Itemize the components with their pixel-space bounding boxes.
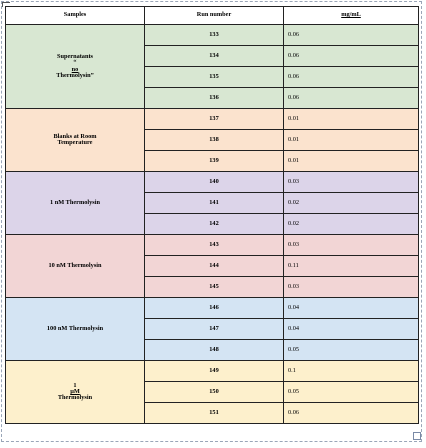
- selection-frame[interactable]: [1, 1, 422, 442]
- sample-label: 1 µM Thermolysin: [10, 381, 140, 402]
- sample-cell-supernatants: Supernatants “no Thermolysin”: [5, 24, 145, 109]
- concentration-cell: 0.03: [283, 171, 419, 193]
- table-row: 1 µM Thermolysin 149 0.1: [5, 360, 419, 424]
- run-number-cell: 139: [144, 150, 284, 172]
- header-unit-text: mg/mL: [341, 11, 361, 19]
- run-number-cell: 145: [144, 276, 284, 298]
- table-row: 141 0.02: [6, 192, 419, 214]
- sample-label: 100 nM Thermolysin: [46, 324, 104, 332]
- run-number-cell: 137: [144, 108, 284, 130]
- sample-label: Supernatants: [56, 52, 94, 60]
- concentration-cell: 0.06: [283, 45, 419, 67]
- run-number-cell: 134: [144, 45, 284, 67]
- concentration-cell: 0.05: [283, 339, 419, 361]
- table-row: 1 nM Thermolysin 140 0.03: [5, 171, 419, 235]
- table-row: 144 0.11: [6, 255, 419, 277]
- sample-cell-100nm: 100 nM Thermolysin: [5, 297, 145, 361]
- table-row: 151 0.06: [6, 402, 419, 424]
- run-number-cell: 146: [144, 297, 284, 319]
- concentration-cell: 0.04: [283, 297, 419, 319]
- concentration-cell: 0.02: [283, 213, 419, 235]
- sample-label-part: “: [73, 59, 77, 67]
- run-number-cell: 141: [144, 192, 284, 214]
- run-number-cell: 142: [144, 213, 284, 235]
- run-number-cell: 147: [144, 318, 284, 340]
- sample-label: Blanks at Room: [53, 132, 97, 140]
- resize-handle[interactable]: [413, 432, 421, 440]
- concentration-cell: 0.03: [283, 276, 419, 298]
- table-row: 139 0.01: [6, 150, 419, 172]
- sample-label: 10 nM Thermolysin: [48, 261, 102, 269]
- frame-corner-mark: [2, 2, 10, 7]
- table-row: 135 0.06: [6, 66, 419, 88]
- table-row: Supernatants “no Thermolysin” 133 0.06: [5, 24, 419, 109]
- concentration-cell: 0.1: [283, 360, 419, 382]
- table-row: 100 nM Thermolysin 146 0.04: [5, 297, 419, 361]
- concentration-cell: 0.06: [283, 87, 419, 109]
- header-run-number: Run number: [144, 6, 284, 25]
- table-row: 148 0.05: [6, 339, 419, 361]
- header-samples: Samples: [5, 6, 145, 25]
- concentration-cell: 0.03: [283, 234, 419, 256]
- sample-label: Temperature: [57, 139, 93, 146]
- concentration-cell: 0.11: [283, 255, 419, 277]
- header-unit: mg/mL: [283, 6, 419, 25]
- table-row: 147 0.04: [6, 318, 419, 340]
- sample-cell-10nm: 10 nM Thermolysin: [5, 234, 145, 298]
- run-number-cell: 133: [144, 24, 284, 46]
- sample-cell-1nm: 1 nM Thermolysin: [5, 171, 145, 235]
- concentration-cell: 0.05: [283, 381, 419, 403]
- sample-cell-1um: 1 µM Thermolysin: [5, 360, 145, 424]
- concentration-cell: 0.01: [283, 108, 419, 130]
- sample-cell-blanks: Blanks at Room Temperature: [5, 108, 145, 172]
- sample-label: “no Thermolysin”: [10, 59, 140, 79]
- concentration-cell: 0.06: [283, 402, 419, 424]
- run-number-cell: 140: [144, 171, 284, 193]
- sample-label-part: Thermolysin”: [56, 71, 94, 79]
- run-number-cell: 135: [144, 66, 284, 88]
- table-row: 142 0.02: [6, 213, 419, 235]
- concentration-cell: 0.02: [283, 192, 419, 214]
- run-number-cell: 148: [144, 339, 284, 361]
- run-number-cell: 151: [144, 402, 284, 424]
- sample-label: 1 nM Thermolysin: [50, 198, 100, 206]
- run-number-cell: 144: [144, 255, 284, 277]
- table-row: 10 nM Thermolysin 143 0.03: [5, 234, 419, 298]
- sample-label-part: no: [71, 65, 79, 73]
- run-number-cell: 150: [144, 381, 284, 403]
- table-row: 138 0.01: [6, 129, 419, 151]
- concentration-cell: 0.01: [283, 129, 419, 151]
- run-number-cell: 143: [144, 234, 284, 256]
- header-row: Samples Run number mg/mL: [5, 6, 419, 25]
- table-row: 134 0.06: [6, 45, 419, 67]
- concentration-cell: 0.01: [283, 150, 419, 172]
- run-number-cell: 136: [144, 87, 284, 109]
- sample-label-part: Thermolysin: [57, 394, 93, 402]
- concentration-cell: 0.04: [283, 318, 419, 340]
- sample-label-part: µM: [70, 387, 80, 395]
- run-number-cell: 138: [144, 129, 284, 151]
- table-row: 136 0.06: [6, 87, 419, 109]
- results-table: Samples Run number mg/mL Supernatants “n…: [5, 6, 419, 424]
- sample-label-part: 1: [73, 381, 77, 389]
- run-number-cell: 149: [144, 360, 284, 382]
- concentration-cell: 0.06: [283, 24, 419, 46]
- concentration-cell: 0.06: [283, 66, 419, 88]
- table-row: Blanks at Room Temperature 137 0.01: [5, 108, 419, 172]
